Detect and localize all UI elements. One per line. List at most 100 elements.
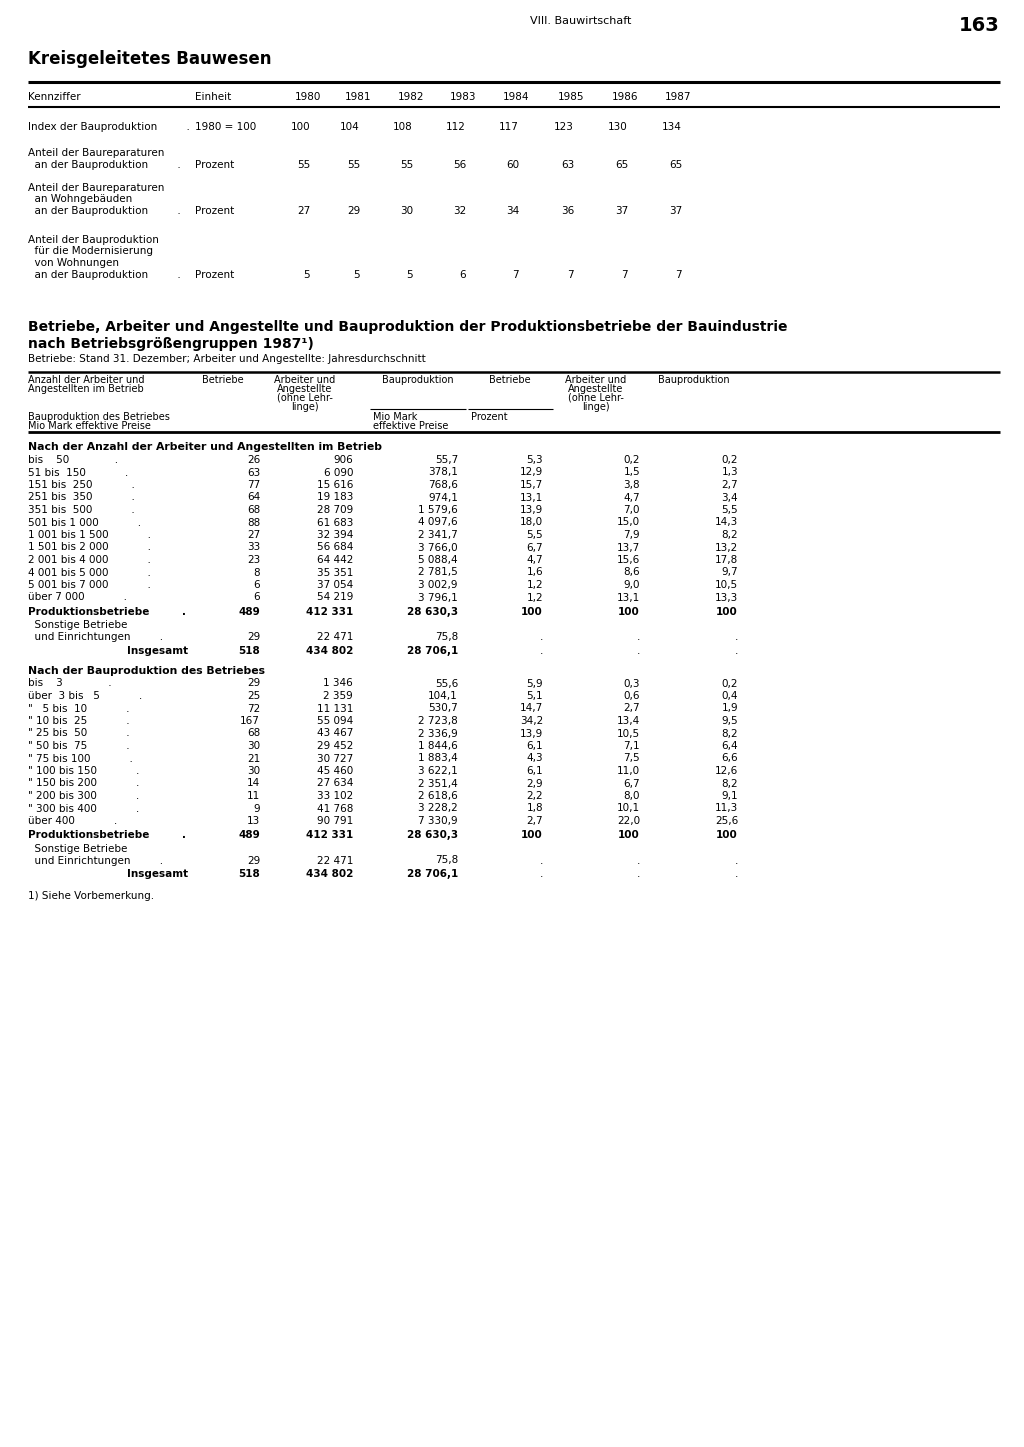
Text: 1,5: 1,5: [624, 467, 640, 478]
Text: 8,2: 8,2: [721, 530, 738, 540]
Text: 6: 6: [253, 592, 260, 602]
Text: 22 471: 22 471: [316, 855, 353, 865]
Text: Angestellte: Angestellte: [568, 383, 624, 394]
Text: 7,1: 7,1: [624, 741, 640, 751]
Text: 45 460: 45 460: [316, 765, 353, 776]
Text: 2,7: 2,7: [721, 480, 738, 491]
Text: 30: 30: [400, 205, 413, 216]
Text: 22,0: 22,0: [616, 816, 640, 826]
Text: 28 630,3: 28 630,3: [407, 606, 458, 616]
Text: 906: 906: [333, 454, 353, 464]
Text: 36: 36: [561, 205, 574, 216]
Text: 68: 68: [247, 728, 260, 738]
Text: 77: 77: [247, 480, 260, 491]
Text: 9,1: 9,1: [721, 792, 738, 802]
Text: 4,3: 4,3: [526, 754, 543, 764]
Text: 10,5: 10,5: [616, 728, 640, 738]
Text: 4,7: 4,7: [526, 556, 543, 564]
Text: 11,0: 11,0: [616, 765, 640, 776]
Text: 6,7: 6,7: [526, 543, 543, 553]
Text: 104,1: 104,1: [428, 692, 458, 700]
Text: 434 802: 434 802: [305, 870, 353, 878]
Text: 5: 5: [353, 269, 360, 279]
Text: 1,3: 1,3: [721, 467, 738, 478]
Text: Anzahl der Arbeiter und: Anzahl der Arbeiter und: [28, 375, 144, 385]
Text: 163: 163: [959, 16, 1000, 35]
Text: 13,9: 13,9: [520, 505, 543, 515]
Text: 21: 21: [247, 754, 260, 764]
Text: 55: 55: [399, 159, 413, 169]
Text: 0,2: 0,2: [624, 454, 640, 464]
Text: 530,7: 530,7: [428, 703, 458, 713]
Text: 63: 63: [247, 467, 260, 478]
Text: von Wohnungen: von Wohnungen: [28, 258, 119, 268]
Text: Arbeiter und: Arbeiter und: [565, 375, 627, 385]
Text: 28 706,1: 28 706,1: [407, 645, 458, 655]
Text: 1 579,6: 1 579,6: [418, 505, 458, 515]
Text: VIII. Bauwirtschaft: VIII. Bauwirtschaft: [530, 16, 632, 26]
Text: 9,7: 9,7: [721, 567, 738, 577]
Text: Produktionsbetriebe         .: Produktionsbetriebe .: [28, 831, 186, 841]
Text: 1 001 bis 1 500            .: 1 001 bis 1 500 .: [28, 530, 151, 540]
Text: 25: 25: [247, 692, 260, 700]
Text: Prozent: Prozent: [471, 412, 508, 423]
Text: Produktionsbetriebe         .: Produktionsbetriebe .: [28, 606, 186, 616]
Text: Betriebe: Stand 31. Dezember; Arbeiter und Angestellte: Jahresdurchschnitt: Betriebe: Stand 31. Dezember; Arbeiter u…: [28, 355, 426, 365]
Text: Angestellten im Betrieb: Angestellten im Betrieb: [28, 383, 143, 394]
Text: 3 766,0: 3 766,0: [419, 543, 458, 553]
Text: 1,6: 1,6: [526, 567, 543, 577]
Text: 1,2: 1,2: [526, 580, 543, 590]
Text: nach Betriebsgrößengruppen 1987¹): nach Betriebsgrößengruppen 1987¹): [28, 337, 314, 352]
Text: 1,8: 1,8: [526, 803, 543, 813]
Text: Betriebe: Betriebe: [202, 375, 244, 385]
Text: Betriebe: Betriebe: [489, 375, 530, 385]
Text: 7,9: 7,9: [624, 530, 640, 540]
Text: 23: 23: [247, 556, 260, 564]
Text: 29: 29: [247, 855, 260, 865]
Text: 123: 123: [554, 122, 574, 132]
Text: 29: 29: [247, 632, 260, 642]
Text: 29: 29: [247, 679, 260, 689]
Text: und Einrichtungen         .: und Einrichtungen .: [28, 855, 163, 865]
Text: 13,3: 13,3: [715, 592, 738, 602]
Text: 1983: 1983: [450, 93, 476, 101]
Text: (ohne Lehr-: (ohne Lehr-: [278, 394, 333, 404]
Text: 117: 117: [499, 122, 519, 132]
Text: 6,4: 6,4: [721, 741, 738, 751]
Text: 2,2: 2,2: [526, 792, 543, 802]
Text: 13: 13: [247, 816, 260, 826]
Text: Index der Bauproduktion         .: Index der Bauproduktion .: [28, 122, 189, 132]
Text: an der Bauproduktion         .: an der Bauproduktion .: [28, 205, 181, 216]
Text: 25,6: 25,6: [715, 816, 738, 826]
Text: 2,7: 2,7: [526, 816, 543, 826]
Text: Bauproduktion des Betriebes: Bauproduktion des Betriebes: [28, 412, 170, 423]
Text: 518: 518: [239, 870, 260, 878]
Text: Anteil der Baureparaturen: Anteil der Baureparaturen: [28, 148, 165, 158]
Text: 37: 37: [669, 205, 682, 216]
Text: Anteil der Baureparaturen: Anteil der Baureparaturen: [28, 182, 165, 192]
Text: " 300 bis 400            .: " 300 bis 400 .: [28, 803, 139, 813]
Text: 6: 6: [460, 269, 466, 279]
Text: 56 684: 56 684: [316, 543, 353, 553]
Text: bis    3              .: bis 3 .: [28, 679, 112, 689]
Text: 65: 65: [669, 159, 682, 169]
Text: über 7 000            .: über 7 000 .: [28, 592, 127, 602]
Text: effektive Preise: effektive Preise: [373, 421, 449, 431]
Text: " 200 bis 300            .: " 200 bis 300 .: [28, 792, 139, 802]
Text: 11 131: 11 131: [316, 703, 353, 713]
Text: .: .: [637, 632, 640, 642]
Text: an der Bauproduktion         .: an der Bauproduktion .: [28, 269, 181, 279]
Text: 64 442: 64 442: [316, 556, 353, 564]
Text: 19 183: 19 183: [316, 492, 353, 502]
Text: 10,5: 10,5: [715, 580, 738, 590]
Text: .: .: [540, 870, 543, 878]
Text: 8: 8: [253, 567, 260, 577]
Text: und Einrichtungen         .: und Einrichtungen .: [28, 632, 163, 642]
Text: 412 331: 412 331: [306, 606, 353, 616]
Text: 29: 29: [347, 205, 360, 216]
Text: 54 219: 54 219: [316, 592, 353, 602]
Text: 43 467: 43 467: [316, 728, 353, 738]
Text: 32: 32: [453, 205, 466, 216]
Text: 5 088,4: 5 088,4: [419, 556, 458, 564]
Text: 6,7: 6,7: [624, 778, 640, 789]
